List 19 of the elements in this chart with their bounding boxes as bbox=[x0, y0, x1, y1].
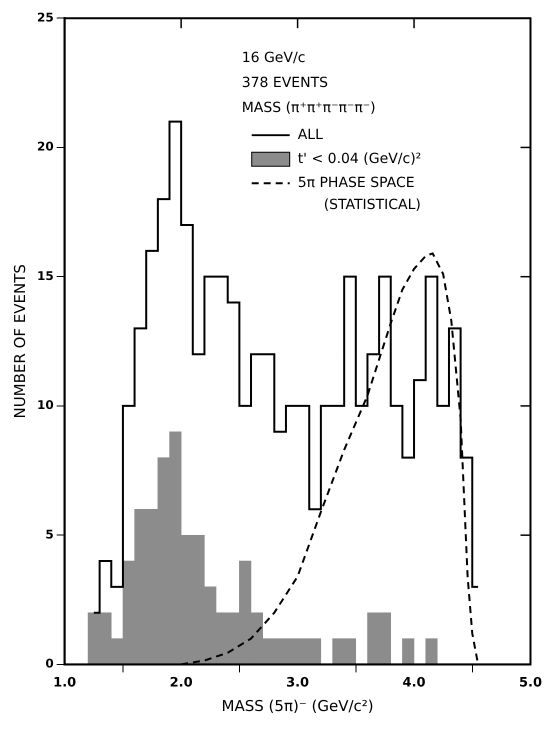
x-axis-title: MASS (5π)⁻ (GeV/c²) bbox=[222, 696, 374, 715]
x-tick-label: 4.0 bbox=[402, 676, 426, 691]
y-tick-label: 5 bbox=[45, 527, 54, 542]
y-tick-label: 10 bbox=[36, 398, 54, 412]
annotation: 16 GeV/c bbox=[242, 50, 306, 66]
annotation: MASS (π⁺π⁺π⁻π⁻π⁻) bbox=[242, 100, 376, 116]
x-tick-label: 1.0 bbox=[53, 676, 76, 691]
y-axis-title: NUMBER OF EVENTS bbox=[10, 264, 29, 419]
legend-label: ALL bbox=[298, 126, 324, 143]
annotation: 378 EVENTS bbox=[242, 74, 328, 91]
y-tick-label: 0 bbox=[45, 656, 54, 671]
x-tick-label: 2.0 bbox=[170, 676, 193, 691]
legend-label: t' < 0.04 (GeV/c)² bbox=[298, 150, 422, 167]
y-tick-label: 25 bbox=[36, 10, 54, 24]
x-tick-label: 3.0 bbox=[286, 676, 310, 691]
x-tick-label: 5.0 bbox=[518, 676, 542, 691]
y-tick-label: 20 bbox=[36, 140, 54, 154]
legend-label: 5π PHASE SPACE (STATISTICAL) bbox=[298, 174, 421, 213]
y-tick-label: 15 bbox=[36, 268, 54, 283]
